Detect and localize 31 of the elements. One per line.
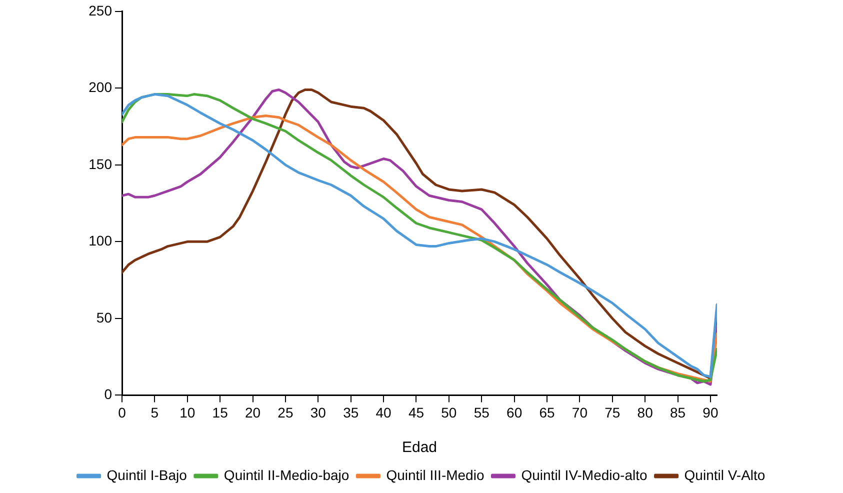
x-tick-label: 70 — [572, 404, 588, 420]
legend-label: Quintil III-Medio — [386, 466, 484, 483]
x-tick-label: 55 — [474, 404, 490, 420]
x-tick-label: 60 — [506, 404, 522, 420]
y-tick-label: 150 — [88, 156, 112, 172]
x-axis-title: Edad — [402, 439, 438, 456]
x-tick-label: 5 — [150, 404, 159, 420]
y-tick-label: 200 — [88, 79, 112, 96]
legend-label: Quintil II-Medio-bajo — [224, 466, 350, 483]
x-tick-label: 80 — [637, 404, 654, 420]
x-tick-label: 75 — [604, 404, 620, 420]
y-tick-label: 100 — [88, 232, 112, 249]
x-tick-label: 15 — [212, 404, 228, 420]
x-tick-label: 25 — [278, 404, 294, 420]
x-tick-label: 45 — [408, 404, 424, 420]
legend-label: Quintil V-Alto — [684, 466, 766, 483]
y-tick-label: 50 — [96, 309, 112, 326]
x-tick-label: 0 — [118, 404, 126, 420]
x-tick-label: 50 — [441, 404, 457, 420]
x-tick-label: 30 — [310, 404, 326, 420]
y-tick-label: 0 — [104, 386, 112, 402]
x-tick-label: 65 — [539, 404, 555, 420]
legend-label: Quintil IV-Medio-alto — [521, 466, 648, 483]
x-tick-label: 85 — [670, 404, 686, 420]
y-tick-label: 250 — [88, 2, 112, 18]
x-tick-label: 35 — [343, 404, 359, 420]
x-tick-label: 90 — [702, 404, 718, 420]
x-tick-label: 40 — [376, 404, 392, 420]
x-tick-label: 10 — [180, 404, 196, 420]
x-tick-label: 20 — [244, 404, 261, 420]
legend-label: Quintil I-Bajo — [106, 466, 188, 483]
